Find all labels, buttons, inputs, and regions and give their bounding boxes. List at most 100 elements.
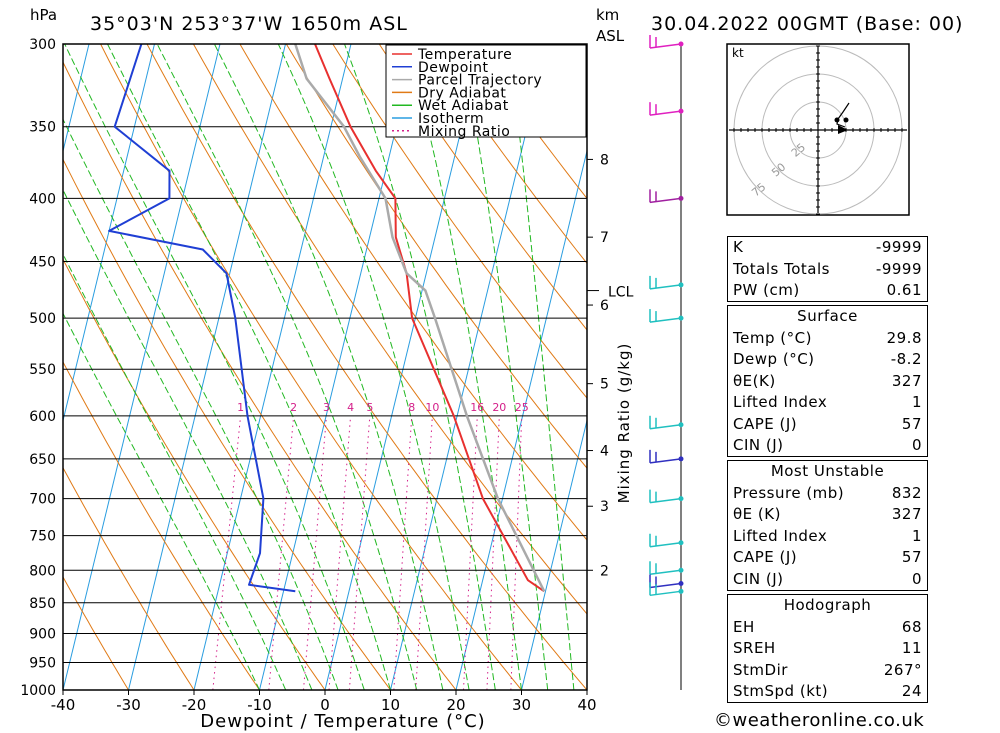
legend-label: Parcel Trajectory	[418, 73, 542, 89]
hodograph-point	[843, 117, 849, 123]
surface-value: 1	[911, 393, 922, 411]
pressure-tick-label: 500	[29, 311, 56, 327]
hodograph-stat-label: SREH	[733, 639, 776, 657]
km-tick-label: 8	[600, 152, 609, 168]
most-unstable-label: CAPE (J)	[733, 548, 798, 566]
mixing-ratio-value-label: 4	[347, 401, 354, 414]
k-index-label: K	[733, 238, 744, 256]
k-index-row: K -9999	[728, 237, 927, 259]
wet-adiabat-line	[63, 253, 287, 690]
pressure-tick-label: 450	[29, 255, 56, 271]
precipitable-water-row: PW (cm) 0.61	[728, 280, 927, 302]
most-unstable-row: Lifted Index 1	[728, 526, 927, 548]
isotherm-line	[63, 44, 155, 423]
isotherm-line	[259, 44, 417, 690]
pressure-tick-label: 800	[29, 563, 56, 579]
surface-value: 327	[891, 371, 922, 390]
most-unstable-value: 327	[891, 505, 922, 523]
wind-barb	[649, 189, 684, 204]
dry-adiabat-line	[63, 576, 129, 690]
isotherm-line	[390, 44, 548, 690]
dry-adiabat-line	[425, 44, 587, 265]
km-tick-label: 5	[600, 377, 609, 393]
wet-adiabat-line	[64, 44, 365, 690]
mixing-ratio-line	[302, 415, 327, 690]
wind-barb	[649, 35, 684, 49]
hodograph-point	[834, 117, 840, 123]
mixing-ratio-value-label: 25	[515, 401, 529, 414]
hodograph-unit-label: kt	[732, 46, 744, 60]
km-tick-label: 6	[600, 298, 609, 314]
pressure-tick-label: 550	[29, 362, 56, 378]
surface-label: Lifted Index	[733, 393, 828, 411]
totals-totals-row: Totals Totals -9999	[728, 259, 927, 281]
wet-adiabat-line	[63, 188, 313, 690]
pressure-tick-label: 850	[29, 596, 56, 612]
wet-adiabat-line	[460, 44, 549, 690]
wind-barb	[649, 275, 684, 290]
legend-label: Wet Adiabat	[418, 98, 509, 114]
surface-value: -8.2	[890, 350, 922, 368]
indices-box: K -9999 Totals Totals -9999 PW (cm) 0.61	[727, 236, 928, 302]
surface-label: Temp (°C)	[733, 328, 812, 347]
isotherm-line	[455, 148, 587, 690]
pressure-tick-label: 900	[29, 626, 56, 642]
mixing-ratio-value-label: 16	[470, 401, 484, 414]
legend-box	[385, 44, 587, 138]
surface-row: Dewp (°C) -8.2	[728, 349, 927, 371]
x-tick-label: -10	[247, 696, 272, 714]
pressure-tick-label: 950	[29, 655, 56, 671]
storm-motion-marker	[838, 125, 848, 134]
precipitable-water-label: PW (cm)	[733, 281, 800, 299]
legend-label: Temperature	[417, 47, 512, 63]
legend-label: Mixing Ratio	[418, 124, 510, 140]
surface-label: θE(K)	[733, 371, 776, 390]
wet-adiabat-line	[277, 44, 470, 690]
hodograph-stat-value: 267°	[883, 660, 922, 679]
mixing-ratio-value-label: 2	[290, 401, 297, 414]
x-tick-label: -20	[182, 696, 207, 714]
most-unstable-value: 1	[911, 526, 922, 545]
pressure-tick-label: 350	[29, 120, 56, 136]
dry-adiabat-line	[936, 44, 1000, 690]
wind-barb	[649, 533, 684, 548]
hodograph-stats-title: Hodograph	[783, 596, 872, 614]
mixing-ratio-value-label: 8	[408, 401, 415, 414]
most-unstable-label: θE (K)	[733, 505, 781, 523]
mixing-ratio-line	[212, 415, 242, 690]
hodograph-stat-row: SREH 11	[728, 638, 927, 660]
copyright-link[interactable]: ©weatheronline.co.uk	[714, 710, 925, 731]
legend-label: Dry Adiabat	[418, 85, 506, 101]
hodograph-stats-box: Hodograph EH 68 SREH 11 StmDir 267° StmSpd (kt…	[727, 594, 928, 703]
dry-adiabat-line	[63, 466, 195, 690]
wind-barb	[649, 449, 684, 464]
x-tick-label: 30	[512, 696, 531, 714]
mixing-ratio-line	[393, 415, 413, 690]
lcl-label: LCL	[608, 285, 634, 301]
precipitable-water-value: 0.61	[886, 281, 922, 299]
legend-label: Isotherm	[418, 111, 484, 127]
most-unstable-value: 0	[911, 569, 922, 588]
most-unstable-row: CAPE (J) 57	[728, 547, 927, 569]
wet-adiabat-line	[343, 44, 496, 690]
dry-adiabat-line	[146, 44, 587, 690]
surface-value: 57	[901, 414, 922, 433]
most-unstable-row: θE (K) 327	[728, 504, 927, 526]
wind-barb	[649, 415, 684, 430]
totals-totals-label: Totals Totals	[733, 259, 830, 278]
km-tick-label: 4	[600, 444, 609, 460]
surface-label: CAPE (J)	[733, 414, 798, 433]
surface-label: CIN (J)	[733, 436, 784, 454]
mixing-ratio-value-label: 3	[323, 401, 330, 414]
mixing-ratio-value-label: 20	[492, 401, 506, 414]
most-unstable-value: 832	[891, 483, 922, 502]
pressure-tick-label: 700	[29, 492, 56, 508]
wet-adiabat-line	[156, 44, 418, 690]
hodograph-stat-row: StmSpd (kt) 24	[728, 681, 927, 703]
wet-adiabat-line	[508, 44, 575, 690]
x-tick-label: -40	[51, 696, 76, 714]
wet-adiabat-line	[63, 118, 339, 690]
wind-barb	[649, 102, 684, 116]
isotherm-line	[128, 44, 286, 690]
